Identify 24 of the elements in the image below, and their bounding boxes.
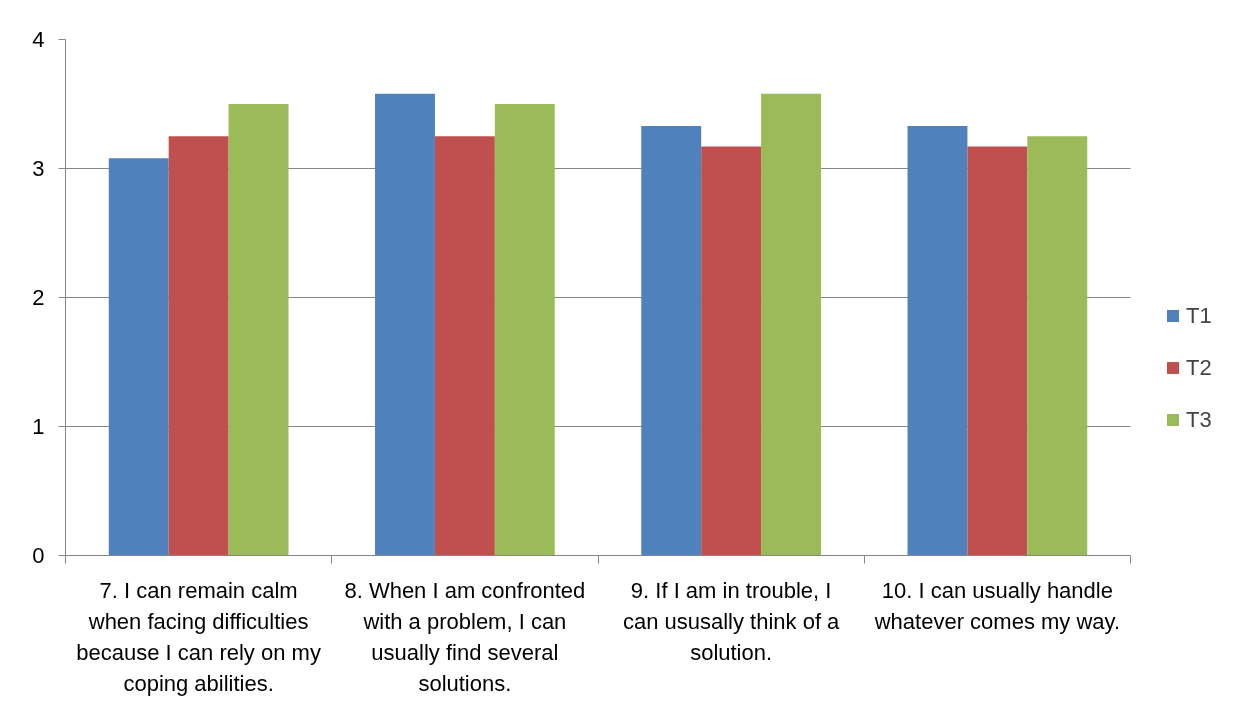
x-tick-label: 10. I can usually handle whatever comes my way. <box>873 577 1121 634</box>
x-tick-label: 8. When I am confronted with a problem, I can usually find several solutions. <box>344 577 586 697</box>
y-tick-label: 4 <box>32 27 45 52</box>
legend-label: T3 <box>1186 406 1212 433</box>
x-tick-label: 9. If I am in trouble, I can ususally think of a solution. <box>622 577 841 665</box>
y-tick-label: 3 <box>32 156 45 181</box>
y-tick-label: 1 <box>32 414 45 439</box>
legend-label: T1 <box>1186 302 1212 329</box>
legend-label: T2 <box>1186 354 1212 381</box>
bar <box>494 104 555 556</box>
bar <box>641 125 702 556</box>
bar <box>1027 136 1088 556</box>
x-tick-label: 7. I can remain calm when facing difficulties because I can rely on my coping abilities. <box>76 577 321 697</box>
bar <box>434 136 495 556</box>
bar <box>375 93 435 556</box>
bar <box>228 104 289 556</box>
bar <box>907 125 968 556</box>
bar <box>168 136 229 556</box>
bar <box>701 146 762 556</box>
y-tick-label: 2 <box>32 285 45 310</box>
bar <box>108 158 169 556</box>
bar <box>967 146 1028 556</box>
bar <box>761 93 821 556</box>
y-tick-label: 0 <box>32 543 45 568</box>
